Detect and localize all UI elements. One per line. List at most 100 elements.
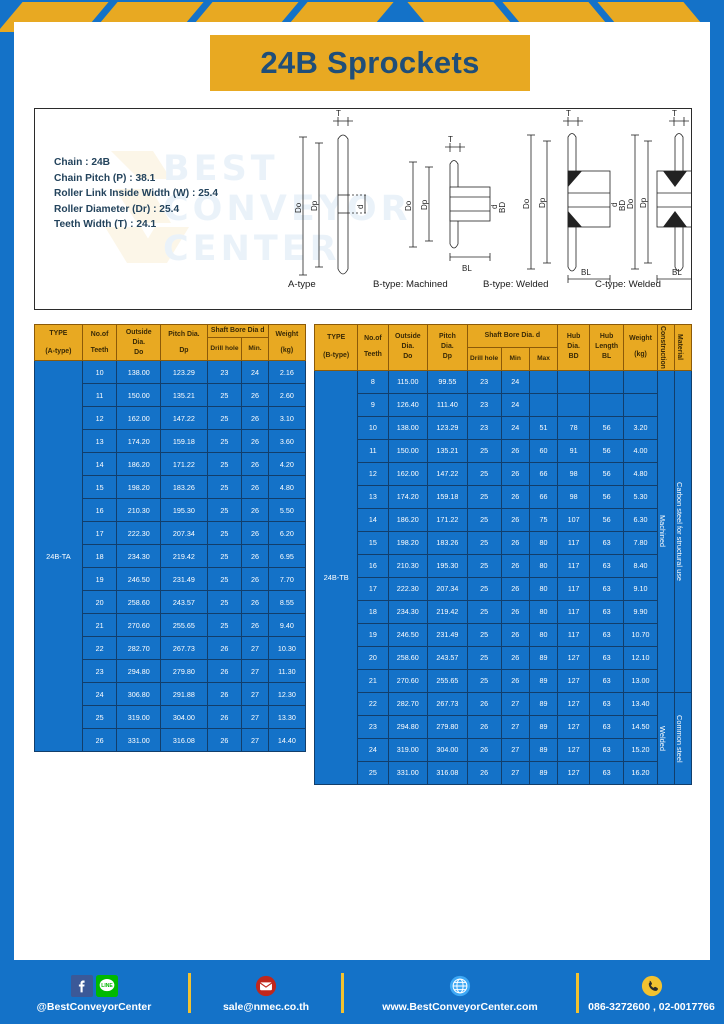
th-material-label: Material — [675, 334, 683, 361]
cell-teeth: 10 — [81, 360, 118, 384]
cell-do: 210.30 — [116, 498, 162, 522]
cell-bd: 107 — [557, 507, 591, 532]
th-hub-dia-sub2: BD — [568, 353, 579, 361]
table-row: 22 282.70 267.73 26 27 89 127 63 13.40 Welded Comm… — [315, 691, 693, 785]
cell-type: 24B-TA — [34, 360, 83, 752]
cell-weight: 3.60 — [267, 429, 307, 453]
cell-weight: 2.16 — [267, 360, 307, 384]
th-outside-sub2: Do — [134, 348, 144, 356]
spec-line-inside-width: Roller Link Inside Width (W) : 25.4 — [54, 188, 219, 199]
footer-email[interactable]: sale@nmec.co.th — [191, 962, 341, 1024]
th-shaft-bore-group: Shaft Bore Dia d — [206, 324, 269, 338]
cell-weight: 7.70 — [267, 567, 307, 591]
cell-do: 198.20 — [387, 530, 429, 555]
cell-min: 24 — [500, 392, 530, 417]
facebook-icon[interactable] — [70, 974, 93, 997]
phone-icon[interactable] — [641, 975, 663, 997]
cell-weight: 7.80 — [623, 530, 658, 555]
cell-do: 210.30 — [387, 553, 429, 578]
cell-max: 89 — [528, 714, 559, 739]
cell-drill: 25 — [206, 383, 243, 407]
table-row: 13 174.20 159.18 25 26 66 98 56 5.30 — [315, 484, 692, 509]
cell-do: 282.70 — [116, 636, 162, 660]
table-row: 14 186.20 171.22 25 26 75 107 56 6.30 — [315, 507, 692, 532]
table-row: 17 222.30 207.34 25 26 80 117 63 9.10 — [315, 576, 692, 601]
cell-do: 258.60 — [116, 590, 162, 614]
cell-bd: 117 — [557, 576, 591, 601]
cell-weight: 3.20 — [623, 415, 658, 440]
spec-line-teeth-width: Teeth Width (T) : 24.1 — [54, 219, 157, 230]
cell-bd: 127 — [557, 668, 591, 693]
footer-website-label[interactable]: www.BestConveyorCenter.com — [382, 1000, 538, 1013]
figure-c-welded: T Do — [626, 109, 691, 283]
cell-min: 26 — [241, 452, 269, 476]
cell-bl: 63 — [589, 691, 625, 716]
cell-weight: 9.10 — [623, 576, 658, 601]
cell-drill: 25 — [206, 544, 243, 568]
cell-teeth: 24 — [357, 737, 389, 762]
footer-email-label[interactable]: sale@nmec.co.th — [222, 1000, 310, 1013]
cell-max: 80 — [528, 576, 559, 601]
footer-website[interactable]: www.BestConveyorCenter.com — [344, 962, 576, 1024]
cell-weight: 14.40 — [267, 728, 307, 752]
cell-dp: 279.80 — [160, 659, 208, 683]
th-construction-label: Construction — [658, 326, 666, 369]
table-b-type: TYPE (B-type) No.of Teeth Outside Dia. — [313, 324, 693, 785]
svg-text:d: d — [610, 203, 619, 207]
table-row: 19 246.50 231.49 25 26 80 117 63 10.70 — [315, 622, 692, 647]
table-row: 15 198.20 183.26 25 26 80 117 63 7.80 — [315, 530, 692, 555]
cell-dp: 243.57 — [160, 590, 208, 614]
cell-drill: 25 — [466, 553, 502, 578]
footer-phone[interactable]: 086-3272600 , 02-0017766 — [579, 962, 724, 1024]
cell-bl: 63 — [589, 553, 625, 578]
cell-construction: Machined — [656, 369, 675, 693]
cell-weight: 15.20 — [623, 737, 658, 762]
table-a-type-wrapper: TYPE (A-type) No.of Teeth Outside Dia. — [34, 324, 307, 752]
cell-dp: 231.49 — [160, 567, 208, 591]
th-outside-sub2: Do — [403, 353, 413, 361]
cell-dp: 159.18 — [160, 429, 208, 453]
cell-material: Carbon steel for structural use — [673, 369, 693, 693]
figure-b-machined: T Do Dp d BD — [404, 135, 507, 273]
cell-drill: 23 — [466, 392, 502, 417]
table-row: 18 234.30 219.42 25 26 80 117 63 9.90 — [315, 599, 692, 624]
cell-min: 26 — [241, 429, 269, 453]
cell-teeth: 25 — [81, 705, 118, 729]
cell-bd — [557, 369, 591, 394]
table-row: 15 198.20 183.26 25 26 4.80 — [35, 475, 307, 499]
cell-do: 115.00 — [387, 369, 429, 394]
th-drill-hole: Drill hole — [466, 346, 502, 371]
cell-min: 26 — [241, 613, 269, 637]
page-title-text: 24B Sprockets — [260, 45, 480, 80]
footer-phone-label[interactable]: 086-3272600 , 02-0017766 — [588, 1000, 715, 1013]
cell-weight: 3.10 — [267, 406, 307, 430]
th-outside-dia: Outside Dia. Do — [387, 324, 429, 371]
table-b-body: 24B-TB 8 115.00 99.55 23 24 Machined Carbon ste… — [313, 369, 693, 785]
cell-drill: 25 — [466, 461, 502, 486]
footer-social-label[interactable]: @BestConveyorCenter — [36, 1000, 152, 1013]
cell-weight: 2.60 — [267, 383, 307, 407]
cell-min: 26 — [500, 553, 530, 578]
table-row: 23 294.80 279.80 26 27 89 127 63 14.50 — [315, 714, 692, 739]
cell-weight: 14.50 — [623, 714, 658, 739]
globe-icon[interactable] — [449, 975, 471, 997]
cell-bl: 63 — [589, 576, 625, 601]
cell-do: 162.00 — [387, 461, 429, 486]
cell-bd: 127 — [557, 691, 591, 716]
table-a-body: 24B-TA 10 138.00 123.29 23 24 2.16 11 150.00 135.… — [34, 360, 307, 752]
email-icon[interactable] — [255, 975, 277, 997]
figure-caption-a-type: A-type — [288, 279, 316, 290]
cell-bd: 127 — [557, 737, 591, 762]
svg-text:Dp: Dp — [420, 199, 429, 210]
th-shaft-bore-group: Shaft Bore Dia. d — [466, 324, 559, 348]
footer-social[interactable]: LINE @BestConveyorCenter — [0, 962, 188, 1024]
table-row: 21 270.60 255.65 25 26 9.40 — [35, 613, 307, 637]
cell-do: 270.60 — [116, 613, 162, 637]
cell-weight: 8.55 — [267, 590, 307, 614]
table-row: 14 186.20 171.22 25 26 4.20 — [35, 452, 307, 476]
spec-line-chain: Chain : 24B — [54, 157, 111, 168]
cell-min: 26 — [241, 590, 269, 614]
th-hub-len-main: Hub — [599, 333, 614, 341]
line-icon[interactable]: LINE — [95, 974, 118, 997]
cell-drill: 23 — [206, 360, 243, 384]
